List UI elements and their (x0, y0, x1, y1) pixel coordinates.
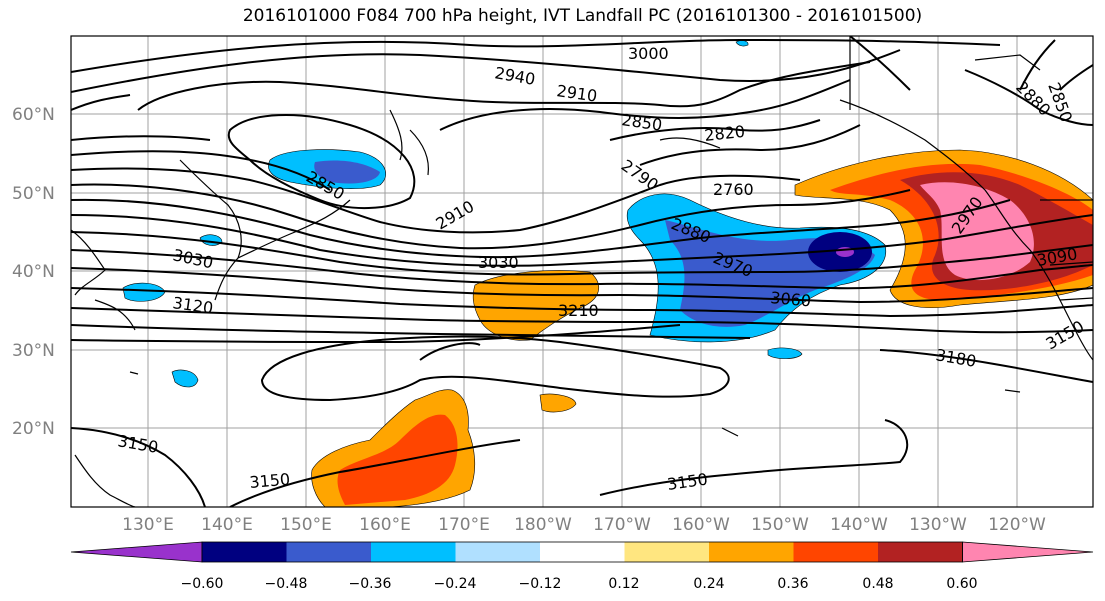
colorbar-tick-label: −0.60 (181, 576, 224, 592)
height-contours (71, 36, 1093, 507)
lon-label: 120°W (988, 515, 1046, 535)
contour-label: 2760 (713, 180, 754, 199)
colorbar-segment (455, 542, 540, 562)
colorbar-tick-label: 0.24 (693, 576, 724, 592)
lon-label: 150°W (751, 515, 809, 535)
colorbar-segment (624, 542, 709, 562)
colorbar-tick-label: 0.36 (777, 576, 808, 592)
lon-label: 130°W (909, 515, 967, 535)
lat-label: 50°N (12, 184, 55, 204)
colorbar-segment (793, 542, 878, 562)
lon-label: 130°E (122, 515, 174, 535)
map-title: 2016101000 F084 700 hPa height, IVT Land… (242, 6, 923, 26)
map-frame (70, 35, 1094, 508)
colorbar-segment (962, 541, 1094, 563)
contour-label: 3030 (478, 253, 519, 272)
colorbar-segment (70, 541, 203, 563)
colorbar: −0.60 −0.48 −0.36 −0.24 −0.12 0.12 0.24 … (70, 541, 1094, 592)
colorbar-tick-label: −0.36 (349, 576, 392, 592)
lat-label: 60°N (12, 105, 55, 125)
lon-label: 140°E (201, 515, 253, 535)
colorbar-ticks: −0.60 −0.48 −0.36 −0.24 −0.12 0.12 0.24 … (181, 576, 978, 592)
colorbar-tick-label: −0.48 (265, 576, 308, 592)
ivt-shading (122, 40, 1093, 507)
lon-label: 170°W (593, 515, 651, 535)
longitude-labels: 130°E 140°E 150°E 160°E 170°E 180°W 170°… (122, 515, 1046, 535)
lon-label: 160°W (672, 515, 730, 535)
colorbar-tick-label: 0.48 (862, 576, 893, 592)
lon-label: 160°E (359, 515, 411, 535)
contour-label: 3000 (628, 44, 669, 63)
colorbar-segment (540, 542, 625, 562)
colorbar-tick-label: −0.24 (434, 576, 477, 592)
lon-label: 150°E (280, 515, 332, 535)
colorbar-tick-label: 0.12 (608, 576, 639, 592)
lon-label: 140°W (830, 515, 888, 535)
colorbar-segment (709, 542, 794, 562)
coastlines (71, 36, 1093, 507)
shade-positive-midpac (472, 270, 599, 341)
contour-label: 3060 (770, 288, 812, 310)
lat-label: 20°N (12, 419, 55, 439)
contour-label: 2820 (703, 122, 745, 145)
contour-label: 3210 (558, 301, 599, 320)
lat-label: 30°N (12, 341, 55, 361)
lat-label: 40°N (12, 262, 55, 282)
colorbar-outline (201, 541, 963, 563)
lon-label: 170°E (438, 515, 490, 535)
lon-label: 180°W (514, 515, 572, 535)
colorbar-segment (878, 542, 963, 562)
colorbar-tick-label: −0.12 (519, 576, 562, 592)
colorbar-segment (286, 542, 371, 562)
contour-label: 3150 (249, 470, 291, 492)
colorbar-tick-label: 0.60 (946, 576, 977, 592)
latitude-labels: 60°N 50°N 40°N 30°N 20°N (12, 105, 55, 439)
colorbar-segment (371, 542, 456, 562)
colorbar-segment (202, 542, 287, 562)
